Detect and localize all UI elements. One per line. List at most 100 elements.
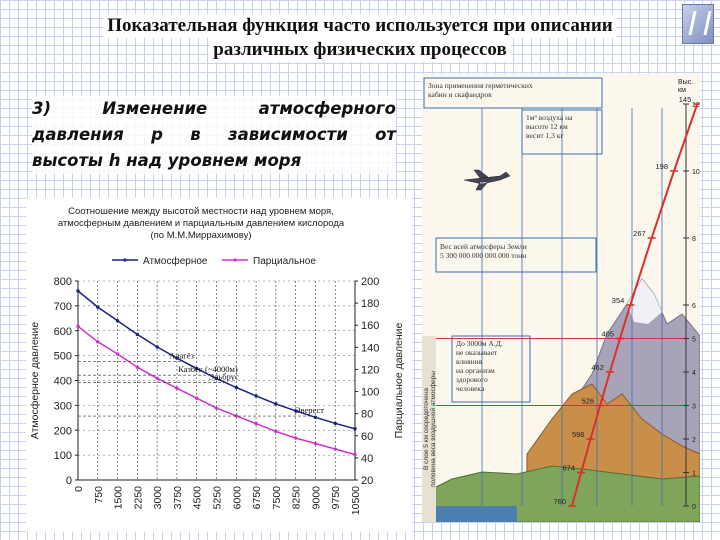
x-tick-label: 3000 <box>152 486 164 510</box>
right-tick-label: 80 <box>361 409 373 421</box>
health-text: влияния <box>456 357 483 366</box>
right-tick-label: 120 <box>361 364 379 376</box>
right-tick-label: 180 <box>361 298 379 310</box>
x-tick-label: 3750 <box>172 486 184 510</box>
data-point-atmospheric <box>155 345 159 349</box>
data-point-partial <box>234 414 238 418</box>
data-point-atmospheric <box>353 427 357 431</box>
pressure-value-label: 354 <box>612 296 625 305</box>
data-point-atmospheric <box>254 394 258 398</box>
data-point-atmospheric <box>195 366 199 371</box>
layer-text: В слое 5 км сосредоточена <box>423 388 430 470</box>
subtitle-line-2: давления p в зависимости от <box>32 125 396 144</box>
chart-title-line: атмосферным давлением и парциальным давл… <box>58 218 345 229</box>
slide-title-line-2: различных физических процессов <box>209 38 511 62</box>
air-weight-text: весит 1,3 кг <box>526 131 563 140</box>
height-scale-label: 6 <box>692 303 696 310</box>
x-tick-label: 9750 <box>330 486 342 510</box>
x-tick-label: 8250 <box>291 486 303 510</box>
left-tick-label: 300 <box>54 400 72 412</box>
air-weight-text: высоте 12 км <box>526 122 568 131</box>
data-point-partial <box>96 340 100 344</box>
legend-marker-atmospheric <box>123 258 127 262</box>
x-tick-label: 6750 <box>251 486 263 510</box>
zone-text: кабин и скафандров <box>428 90 492 99</box>
height-scale-unit: Выс. <box>678 79 693 86</box>
atmosphere-weight-text: Вес всей атмосферы Земли <box>440 242 527 251</box>
data-point-partial <box>195 396 199 400</box>
data-point-partial <box>274 429 278 434</box>
right-tick-label: 140 <box>361 342 379 354</box>
weight-frame <box>435 237 597 273</box>
y-axis-label-right: Парциальное давление <box>393 322 405 438</box>
data-point-partial <box>293 436 298 440</box>
annotation-label: Эльбрус <box>209 372 239 382</box>
legend-label-atmospheric: Атмосферное <box>143 255 208 267</box>
health-text: не оказывает <box>456 348 498 357</box>
y-axis-label-left: Атмосферное давление <box>29 322 41 440</box>
zone-text: Зона применения герметических <box>428 81 533 90</box>
slide-subtitle: 3) Изменение атмосферного давления p в з… <box>32 96 396 174</box>
zone-frame <box>423 77 603 109</box>
x-tick-label: 9000 <box>310 486 322 510</box>
air-weight-text: 1м³ воздуха на <box>526 113 573 122</box>
right-tick-label: 100 <box>361 387 379 399</box>
data-point-atmospheric <box>135 332 140 337</box>
left-tick-label: 700 <box>54 301 72 313</box>
data-point-atmospheric <box>175 356 179 360</box>
right-tick-label: 40 <box>361 453 373 465</box>
data-point-partial <box>254 421 258 426</box>
height-scale-label: 5 <box>692 337 696 344</box>
data-point-atmospheric <box>313 415 318 420</box>
left-tick-label: 500 <box>54 351 72 363</box>
pressure-value-label: 760 <box>553 497 566 506</box>
data-point-atmospheric <box>234 385 238 390</box>
right-tick-label: 60 <box>361 431 373 443</box>
data-point-atmospheric <box>293 409 298 413</box>
subtitle-line-1: 3) Изменение атмосферного <box>32 99 396 118</box>
x-tick-label: 0 <box>73 486 85 492</box>
x-tick-label: 7500 <box>271 486 283 510</box>
height-scale-label: 0 <box>692 504 696 511</box>
health-text: человека <box>456 384 485 393</box>
annotation-label: Алагёз <box>169 351 194 361</box>
height-scale-label: 1 <box>692 471 696 478</box>
x-tick-label: 4500 <box>192 486 204 510</box>
data-point-atmospheric <box>333 421 337 425</box>
pressure-value-label: 267 <box>633 229 646 238</box>
layer-band <box>422 336 436 522</box>
data-point-partial <box>175 386 179 390</box>
legend-marker-partial <box>233 258 237 262</box>
height-scale-label: 2 <box>692 437 696 444</box>
height-scale-label: 8 <box>692 236 696 243</box>
height-scale-label: 4 <box>692 370 696 377</box>
atmosphere-illustration-svg: 012345681012Выс.км7606745965264624053542… <box>422 74 700 522</box>
left-tick-label: 200 <box>54 425 72 437</box>
atmosphere-illustration: 0 1 2 3 4 5 6 8 10 12 Выс. км 760 674 596 526 462 405 354 2… <box>422 74 700 522</box>
data-point-atmospheric <box>274 402 278 406</box>
right-tick-label: 160 <box>361 320 379 332</box>
height-scale-label: 3 <box>692 404 696 411</box>
data-point-partial <box>353 452 357 457</box>
pressure-chart: Соотношение между высотой местности над … <box>26 198 412 532</box>
pressure-curve <box>571 103 699 507</box>
x-tick-label: 10500 <box>350 486 362 515</box>
right-tick-label: 20 <box>361 475 373 487</box>
pressure-value-label: 405 <box>601 330 614 339</box>
height-scale-unit: км <box>678 87 686 94</box>
left-tick-label: 400 <box>54 376 72 388</box>
x-tick-label: 1500 <box>113 486 125 510</box>
data-point-atmospheric <box>76 289 80 293</box>
pressure-value-label: 145 <box>679 95 692 104</box>
left-tick-label: 100 <box>54 450 72 462</box>
left-tick-label: 800 <box>54 276 72 288</box>
data-point-partial <box>333 447 337 451</box>
pressure-chart-svg: Соотношение между высотой местности над … <box>29 206 405 515</box>
next-slide-icon[interactable] <box>682 4 714 44</box>
data-point-atmospheric <box>214 376 219 381</box>
chart-title-line: (по М.М.Миррахимову) <box>150 230 251 241</box>
airplane-icon <box>463 169 511 191</box>
data-point-atmospheric <box>115 319 120 323</box>
x-tick-label: 2250 <box>132 486 144 510</box>
legend-label-partial: Парциальное <box>253 256 316 267</box>
